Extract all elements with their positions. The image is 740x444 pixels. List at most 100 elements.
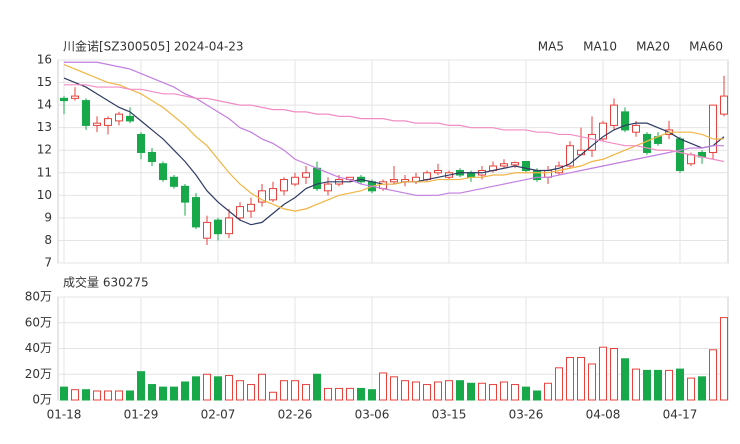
candle-body xyxy=(302,172,310,178)
volume-bar xyxy=(665,369,673,401)
volume-bar xyxy=(291,380,299,401)
candle-body xyxy=(225,217,233,235)
volume-bar xyxy=(676,368,684,401)
volume-bar xyxy=(709,349,717,401)
volume-bar xyxy=(335,387,343,401)
candle-body xyxy=(599,122,607,140)
candle-body xyxy=(467,172,475,178)
x-tick-label: 03-15 xyxy=(432,408,467,422)
y-tick-label: 12 xyxy=(37,143,52,157)
volume-bar xyxy=(588,363,596,401)
volume-bar xyxy=(423,384,431,401)
candle-body xyxy=(170,176,178,187)
x-tick-label: 01-29 xyxy=(124,408,159,422)
y-tick-label: 8 xyxy=(44,233,52,247)
volume-bar xyxy=(467,382,475,401)
candle-body xyxy=(115,113,123,122)
volume-bar xyxy=(698,376,706,401)
legend-entry: MA20 xyxy=(636,40,670,54)
x-tick-label: 04-17 xyxy=(663,408,698,422)
y-tick-label: 14 xyxy=(37,98,52,112)
candle-body xyxy=(82,100,90,126)
y-tick-label: 80万 xyxy=(25,290,52,304)
x-tick-label: 02-26 xyxy=(278,408,313,422)
volume-bar xyxy=(412,381,420,401)
volume-bar xyxy=(522,386,530,401)
volume-bar xyxy=(390,376,398,401)
volume-bar xyxy=(346,387,354,401)
volume-bar xyxy=(313,373,321,401)
legend-entry: MA10 xyxy=(583,40,617,54)
candle-body xyxy=(192,197,200,228)
candle-body xyxy=(104,118,112,126)
y-tick-label: 40万 xyxy=(25,341,52,355)
volume-bar xyxy=(687,377,695,401)
volume-bar xyxy=(511,384,519,401)
chart-title: 川金诺[SZ300505] 2024-04-23 xyxy=(63,39,244,54)
x-tick-label: 02-07 xyxy=(201,408,236,422)
candle-body xyxy=(720,95,728,115)
x-tick-label: 04-08 xyxy=(586,408,621,422)
volume-bar xyxy=(621,358,629,401)
volume-bar xyxy=(368,389,376,401)
volume-bar xyxy=(181,381,189,401)
volume-bar xyxy=(720,317,728,401)
candle-body xyxy=(709,104,717,153)
volume-bar xyxy=(643,369,651,401)
volume-bar xyxy=(434,381,442,401)
candle-body xyxy=(159,163,167,181)
volume-bar xyxy=(500,381,508,401)
volume-bar xyxy=(236,380,244,401)
x-tick-label: 03-06 xyxy=(355,408,390,422)
candle-body xyxy=(511,162,519,166)
candle-body xyxy=(280,179,288,192)
volume-bar xyxy=(148,384,156,401)
volume-bar xyxy=(566,357,574,401)
volume-bar xyxy=(82,389,90,401)
volume-bar xyxy=(478,382,486,401)
y-tick-label: 11 xyxy=(37,165,52,179)
volume-bar xyxy=(577,357,585,401)
volume-bar xyxy=(170,386,178,401)
volume-bar xyxy=(357,387,365,401)
volume-bar xyxy=(60,386,68,401)
volume-bar xyxy=(93,390,101,401)
candle-body xyxy=(148,151,156,163)
candle-body xyxy=(203,221,211,239)
volume-bar xyxy=(555,367,563,401)
volume-bar xyxy=(544,382,552,401)
candle-body xyxy=(291,176,299,185)
volume-bar xyxy=(632,368,640,401)
candle-body xyxy=(137,133,145,153)
y-tick-label: 7 xyxy=(44,256,52,270)
volume-bar xyxy=(599,346,607,401)
candle-body xyxy=(621,111,629,131)
legend-entry: MA60 xyxy=(689,40,723,54)
volume-bar xyxy=(610,348,618,401)
ma-line xyxy=(63,77,725,226)
candle-body xyxy=(126,115,134,122)
candle-body xyxy=(247,203,255,212)
volume-bar xyxy=(247,384,255,401)
volume-bar xyxy=(137,371,145,401)
volume-title: 成交量 630275 xyxy=(63,275,149,290)
candle-body xyxy=(687,154,695,165)
volume-bar xyxy=(302,384,310,401)
volume-bar xyxy=(379,372,387,401)
volume-bar xyxy=(445,380,453,401)
volume-bar xyxy=(280,380,288,401)
candle-body xyxy=(93,122,101,126)
candle-body xyxy=(324,183,332,192)
y-tick-label: 16 xyxy=(37,53,52,67)
volume-bar xyxy=(192,376,200,401)
x-tick-label: 03-26 xyxy=(509,408,544,422)
y-tick-label: 10 xyxy=(37,188,52,202)
legend-entry: MA5 xyxy=(538,40,564,54)
volume-bar xyxy=(654,369,662,401)
candle-body xyxy=(71,95,79,99)
candle-body xyxy=(566,145,574,167)
y-tick-label: 9 xyxy=(44,210,52,224)
candle-body xyxy=(500,163,508,167)
y-tick-label: 20万 xyxy=(25,367,52,381)
